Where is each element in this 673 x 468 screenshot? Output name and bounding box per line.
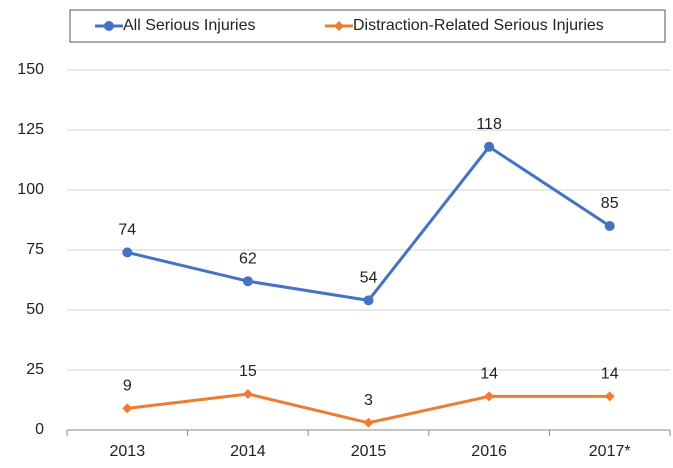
data-label: 118 (476, 116, 502, 133)
x-tick-label: 2016 (471, 443, 507, 460)
x-tick-label: 2014 (230, 443, 266, 460)
data-label: 62 (239, 250, 257, 267)
x-tick-label: 2017* (589, 443, 631, 460)
point (363, 295, 374, 306)
point (122, 403, 133, 414)
y-tick-label: 150 (17, 61, 44, 78)
data-label: 54 (360, 270, 378, 287)
data-label: 15 (239, 363, 257, 380)
point (484, 391, 495, 402)
point (122, 247, 133, 258)
point (604, 391, 615, 402)
legend-label: All Serious Injuries (123, 17, 256, 34)
data-label: 9 (123, 378, 132, 395)
y-tick-label: 75 (26, 241, 44, 258)
point (604, 221, 615, 231)
legend-label: Distraction-Related Serious Injuries (353, 17, 604, 34)
data-label: 14 (480, 366, 498, 383)
data-label: 14 (601, 366, 619, 383)
y-tick-label: 125 (17, 121, 44, 138)
point (363, 417, 374, 428)
x-tick-label: 2015 (351, 443, 387, 460)
point (242, 389, 253, 399)
legend-swatch-marker (334, 21, 344, 31)
y-tick-label: 50 (26, 301, 44, 318)
data-label: 85 (601, 195, 619, 212)
legend-swatch-marker (104, 21, 114, 31)
data-label: 3 (364, 392, 373, 409)
y-tick-label: 25 (26, 361, 44, 378)
x-tick-label: 2013 (110, 443, 146, 460)
y-tick-label: 100 (17, 181, 44, 198)
point (242, 276, 253, 287)
y-tick-label: 0 (35, 421, 44, 438)
point (484, 141, 495, 152)
data-label: 74 (118, 222, 136, 239)
legend-box (69, 9, 666, 43)
